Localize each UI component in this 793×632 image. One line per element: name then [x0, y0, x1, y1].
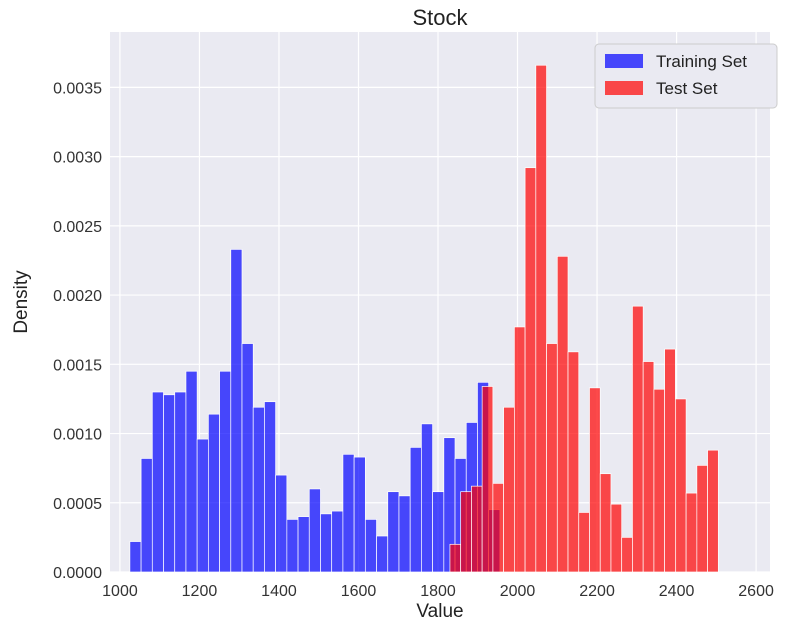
bars	[129, 64, 719, 573]
training-set-bar	[264, 401, 276, 573]
y-tick-label: 0.0035	[53, 80, 102, 97]
test-set-bar	[556, 255, 569, 573]
test-set-bar	[675, 398, 687, 573]
training-set-bar	[151, 391, 164, 573]
training-set-bar	[275, 474, 288, 573]
legend-label-training: Training Set	[656, 52, 747, 71]
training-set-bar	[387, 491, 400, 573]
training-set-bar	[140, 458, 153, 573]
training-set-bar	[308, 488, 321, 573]
x-tick-label: 1400	[261, 583, 297, 600]
test-set-bar	[632, 305, 644, 573]
test-set-bar	[696, 465, 708, 573]
training-set-bar	[331, 510, 344, 573]
legend-swatch-training	[605, 54, 643, 68]
training-set-bar	[421, 423, 433, 573]
training-set-bar	[376, 535, 389, 573]
y-tick-label: 0.0005	[53, 496, 102, 513]
x-tick-label: 1200	[182, 583, 218, 600]
test-set-bar	[503, 406, 515, 573]
test-set-bar	[642, 361, 655, 573]
test-set-bar	[460, 491, 472, 573]
training-set-bar	[297, 516, 310, 573]
x-axis-label: Value	[416, 601, 463, 622]
x-tick-label: 2000	[500, 583, 536, 600]
test-set-bar	[481, 386, 494, 573]
training-set-bar	[286, 519, 299, 573]
legend: Training Set Test Set	[594, 43, 778, 109]
y-tick-label: 0.0015	[53, 357, 102, 374]
test-set-bar	[524, 167, 537, 573]
training-set-bar	[196, 438, 209, 573]
test-set-bar	[707, 449, 719, 573]
y-tick-label: 0.0020	[53, 288, 102, 305]
x-tick-label: 2400	[659, 583, 695, 600]
training-set-bar	[208, 413, 220, 573]
test-set-bar	[492, 483, 504, 573]
training-set-bar	[398, 495, 411, 573]
test-set-bar	[599, 473, 612, 573]
test-set-bar	[685, 492, 698, 573]
x-tick-labels: 1000 1200 1400 1600 1800 2000 2200 2400 2600	[102, 583, 774, 600]
training-set-bar	[185, 370, 198, 573]
training-set-bar	[342, 453, 355, 573]
training-set-bar	[230, 249, 243, 573]
test-set-bar	[471, 485, 483, 573]
test-set-bar	[610, 503, 623, 573]
test-set-bar	[664, 348, 676, 573]
chart-title: Stock	[412, 5, 468, 30]
test-set-bar	[653, 388, 665, 573]
training-set-bar	[219, 370, 232, 573]
x-tick-label: 1600	[341, 583, 377, 600]
y-tick-label: 0.0010	[53, 427, 102, 444]
test-set-bar	[567, 351, 580, 573]
test-set-bar	[546, 343, 558, 573]
training-set-bar	[241, 343, 254, 573]
y-axis-label: Density	[11, 270, 32, 334]
legend-swatch-test	[605, 81, 643, 95]
x-tick-label: 1000	[102, 583, 138, 600]
x-tick-label: 2200	[579, 583, 615, 600]
training-set-bar	[252, 406, 265, 573]
training-set-bar	[364, 519, 377, 573]
y-tick-label: 0.0000	[53, 565, 102, 582]
training-set-bar	[129, 541, 142, 573]
y-tick-label: 0.0030	[53, 150, 102, 167]
y-tick-label: 0.0025	[53, 219, 102, 236]
training-set-bar	[353, 456, 366, 573]
x-tick-label: 2600	[738, 583, 774, 600]
test-set-bar	[578, 512, 590, 573]
test-set-bar	[513, 326, 526, 573]
legend-label-test: Test Set	[656, 79, 718, 98]
training-set-bar	[432, 491, 445, 573]
x-tick-label: 1800	[420, 583, 456, 600]
test-set-bar	[621, 537, 633, 573]
training-set-bar	[174, 391, 187, 573]
test-set-bar	[589, 387, 601, 573]
training-set-bar	[409, 447, 422, 573]
training-set-bar	[163, 394, 176, 573]
training-set-bar	[320, 513, 333, 573]
y-tick-labels: 0.0000 0.0005 0.0010 0.0015 0.0020 0.0025 0.00…	[53, 80, 102, 582]
test-set-bar	[449, 543, 462, 573]
test-set-bar	[535, 64, 547, 573]
